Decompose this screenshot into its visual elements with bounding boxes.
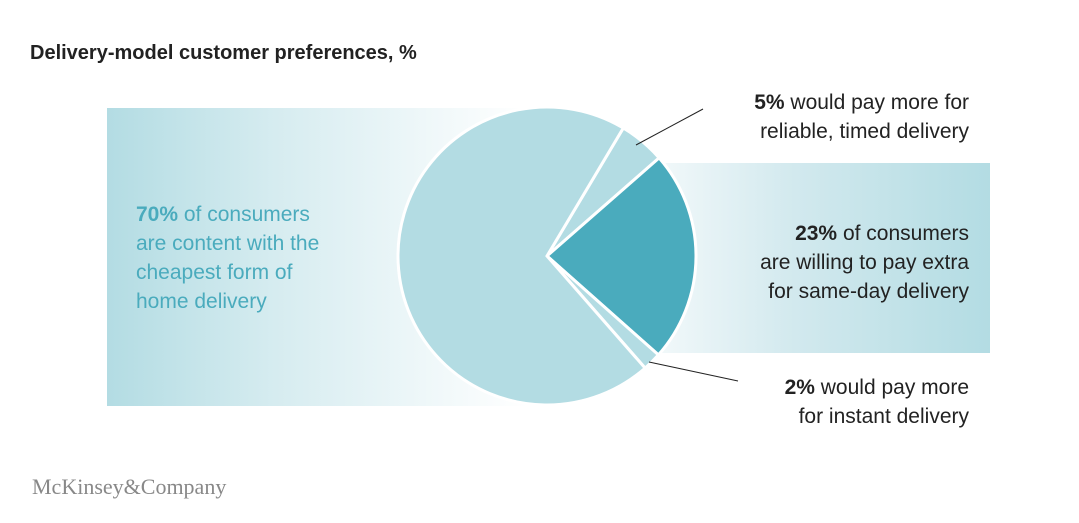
pie-slice-23pct bbox=[544, 155, 698, 358]
label-23pct: 23% of consumers are willing to pay extr… bbox=[760, 222, 969, 303]
leader-line-2pct bbox=[648, 361, 739, 382]
label-70pct: 70% of consumers are content with the ch… bbox=[136, 203, 320, 313]
leader-line-5pct bbox=[635, 108, 704, 146]
label-2pct: 2% would pay more for instant delivery bbox=[784, 376, 969, 428]
label-5pct: 5% would pay more for reliable, timed de… bbox=[754, 91, 969, 143]
chart-title: Delivery-model customer preferences, % bbox=[30, 42, 417, 64]
pie-slice-70pct bbox=[396, 105, 648, 407]
mckinsey-logo: McKinsey&Company bbox=[32, 474, 227, 499]
